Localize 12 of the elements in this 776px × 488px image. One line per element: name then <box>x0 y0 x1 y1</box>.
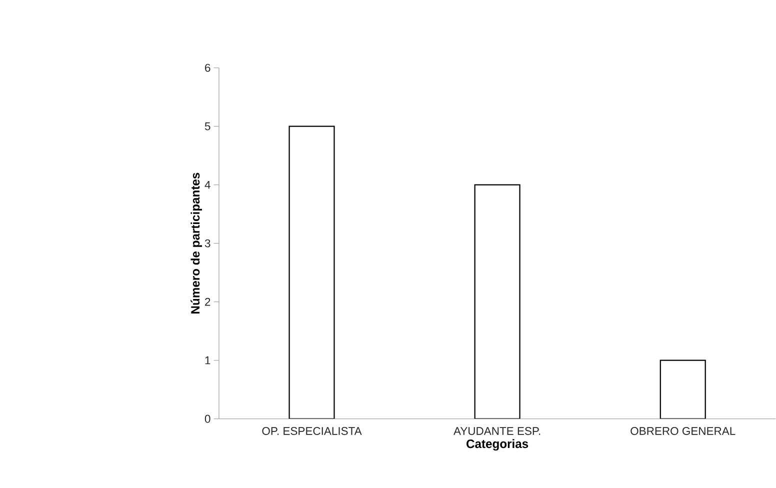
x-tick-label: OP. ESPECIALISTA <box>262 426 362 435</box>
y-axis-title: Número de participantes <box>190 172 202 314</box>
y-tick-label: 0 <box>204 414 210 423</box>
x-axis-title: Categorias <box>466 439 528 450</box>
y-tick-label: 3 <box>204 239 210 248</box>
y-tick-label: 6 <box>205 64 210 72</box>
x-tick-label: OBRERO GENERAL <box>630 426 736 435</box>
x-tick-label: AYUDANTE ESP. <box>454 426 540 435</box>
y-tick-label: 5 <box>204 122 210 130</box>
y-tick-label: 1 <box>205 356 210 364</box>
y-tick-label: 2 <box>205 298 210 306</box>
y-tick-label: 4 <box>204 180 210 188</box>
